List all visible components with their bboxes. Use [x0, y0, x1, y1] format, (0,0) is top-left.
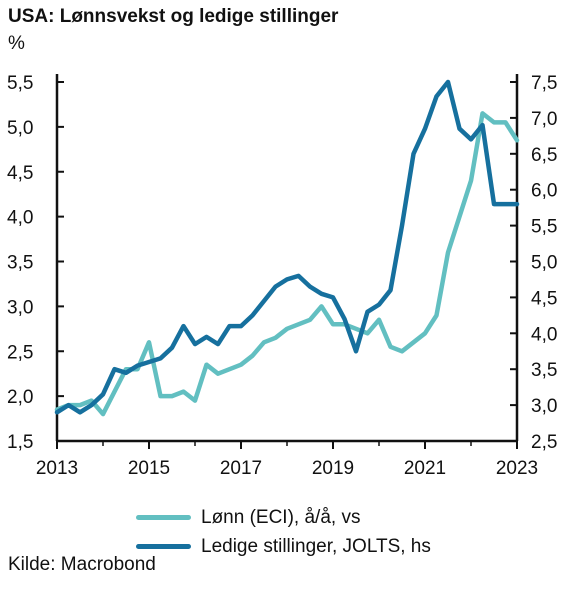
left-tick-label: 4,0	[7, 208, 33, 229]
left-tick-label: 2,0	[7, 387, 33, 408]
left-tick-label: 1,5	[7, 432, 33, 453]
left-axis-ticks: 1,5 2,0 2,5 3,0 3,5 4,0 4,5 5,0 5,5	[7, 73, 64, 453]
right-tick-label: 5,5	[531, 217, 557, 238]
x-tick-label: 2013	[36, 458, 78, 479]
left-axis-unit: %	[8, 33, 25, 54]
legend-item-jolts: Ledige stillinger, JOLTS, hs	[136, 532, 431, 561]
left-tick-label: 3,5	[7, 253, 33, 274]
x-tick-label: 2021	[404, 458, 446, 479]
right-tick-label: 4,5	[531, 288, 557, 309]
legend: Lønn (ECI), å/å, vs Ledige stillinger, J…	[136, 503, 431, 561]
x-tick-label: 2015	[128, 458, 170, 479]
right-tick-label: 6,5	[531, 145, 557, 166]
right-tick-label: 7,0	[531, 109, 557, 130]
source-note: Kilde: Macrobond	[8, 554, 156, 575]
right-tick-label: 7,5	[531, 73, 557, 94]
right-tick-label: 2,5	[531, 432, 557, 453]
left-tick-label: 4,5	[7, 163, 33, 184]
series-lines	[54, 79, 520, 417]
right-axis-ticks: 2,5 3,0 3,5 4,0 4,5 5,0 5,5 6,0 6,5 7,0 7,5	[510, 73, 557, 453]
left-tick-label: 3,0	[7, 297, 33, 318]
x-tick-label: 2019	[312, 458, 354, 479]
legend-item-eci: Lønn (ECI), å/å, vs	[136, 503, 431, 532]
legend-label-eci: Lønn (ECI), å/å, vs	[201, 506, 361, 528]
x-tick-label: 2023	[496, 458, 538, 479]
right-tick-label: 3,0	[531, 396, 557, 417]
left-tick-label: 2,5	[7, 342, 33, 363]
series-line-eci	[54, 111, 520, 417]
right-tick-label: 6,0	[531, 181, 557, 202]
right-tick-label: 4,0	[531, 324, 557, 345]
chart-title: USA: Lønnsvekst og ledige stillinger	[8, 6, 339, 27]
x-tick-label: 2017	[220, 458, 262, 479]
legend-swatch-eci	[136, 515, 191, 520]
left-tick-label: 5,0	[7, 118, 33, 139]
legend-label-jolts: Ledige stillinger, JOLTS, hs	[201, 535, 431, 557]
left-tick-label: 5,5	[7, 73, 33, 94]
x-axis-ticks: 2013 2015 2017 2019 2021 2023	[36, 441, 538, 479]
legend-swatch-jolts	[136, 544, 191, 549]
right-tick-label: 5,0	[531, 253, 557, 274]
series-line-jolts	[54, 79, 520, 415]
right-tick-label: 3,5	[531, 360, 557, 381]
